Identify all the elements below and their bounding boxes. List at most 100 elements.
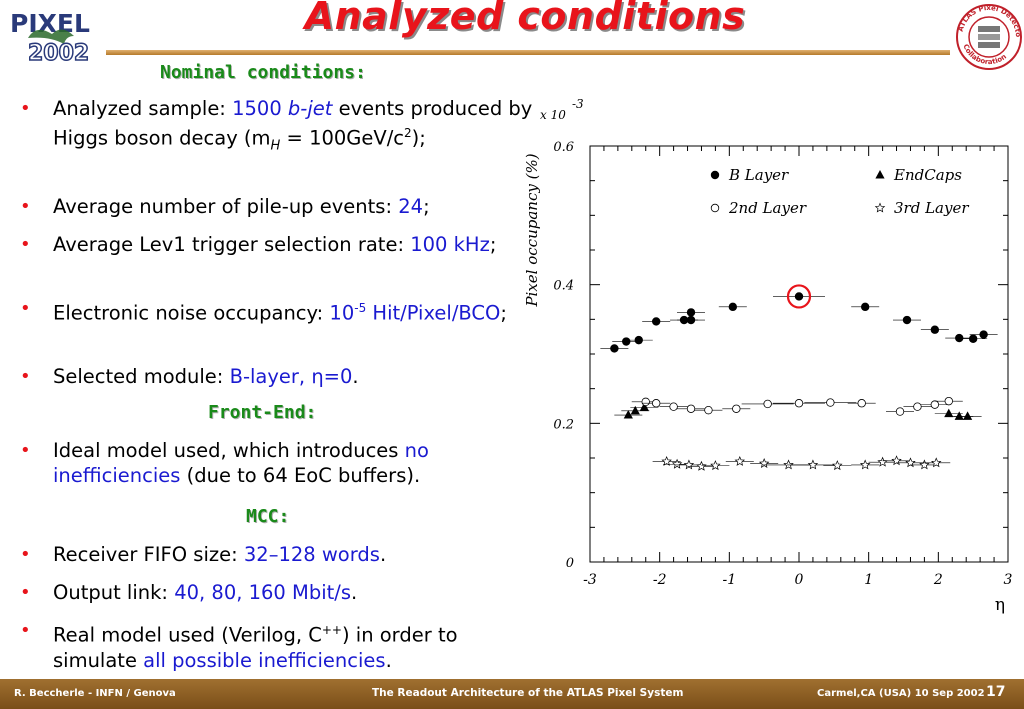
bullet-4-text-part-1: B-layer, xyxy=(229,365,312,388)
bullet-8-text-part-0: Real model used (Verilog, C xyxy=(53,623,322,647)
point-0-1 xyxy=(622,337,631,346)
bullet-2-text-part-0: Average Lev1 trigger selection rate: xyxy=(53,233,411,256)
point-0-12 xyxy=(968,334,978,343)
point-2-7 xyxy=(794,399,804,408)
point-1-4 xyxy=(954,411,964,420)
point-3-7 xyxy=(783,459,794,470)
point-1-1 xyxy=(630,405,640,415)
point-3-14 xyxy=(919,459,930,470)
legend-label-0: B Layer xyxy=(728,166,789,184)
point-3-10 xyxy=(859,459,871,470)
point-3-0 xyxy=(661,455,672,466)
point-0-6 xyxy=(728,302,738,312)
bullet-8-text-part-2: ) in order to simulate xyxy=(53,623,458,672)
bullet-6-text-part-2: . xyxy=(379,543,387,566)
highlight-ring xyxy=(786,284,812,309)
bullet-1-text-part-0: Average number of pile-up events: xyxy=(53,195,399,218)
bullet-7-text-part-0: Output link: xyxy=(53,581,175,604)
bullet-6-text-part-0: Receiver FIFO size: xyxy=(53,543,244,566)
y-axis-label: Pixel occupancy (%) xyxy=(523,153,541,307)
bullet-0-text-part-4: H xyxy=(270,138,281,154)
x-tick-label-5: 2 xyxy=(933,572,943,588)
bullet-real-model: • Real model used (Verilog, C++) in order… xyxy=(20,620,458,672)
bullet-7-text-part-1: 40, 80, 160 Mbit/s xyxy=(174,581,352,604)
point-2-8 xyxy=(826,398,835,407)
bullet-output-link: • Output link: 40, 80, 160 Mbit/s. xyxy=(20,581,358,604)
point-0-11 xyxy=(955,333,964,343)
point-3-13 xyxy=(905,457,916,468)
point-3-4 xyxy=(710,460,721,471)
bullet-0-text-part-7: ); xyxy=(411,126,426,150)
point-3-1 xyxy=(671,458,683,469)
point-1-0 xyxy=(623,410,633,419)
point-2-2 xyxy=(669,402,678,411)
occupancy-chart: B Layer EndCaps 2nd Layer 3rd Layer -3 -2 -1 0… xyxy=(510,92,1024,622)
atlas-pixel-collaboration-logo: ATLAS Pixel Detector Collaboration xyxy=(952,0,1024,72)
legend-marker-2 xyxy=(710,203,720,213)
point-3-5 xyxy=(734,455,746,466)
bullet-6-text-part-1: 32–128 words xyxy=(243,543,380,566)
y-tick-label-3: 0.6 xyxy=(553,140,574,155)
point-2-3 xyxy=(686,404,696,413)
y-multiplier-label: x 10 xyxy=(540,108,566,122)
bullet-3-text-part-3: Hit/Pixel/BCO xyxy=(366,301,501,325)
bullet-selected-module: • Selected module: B-layer, η=0. xyxy=(20,365,359,388)
point-1-5 xyxy=(962,411,973,420)
bullet-0-text-part-6: 2 xyxy=(404,126,412,140)
bullet-noise-occupancy: • Electronic noise occupancy: 10-5 Hit/Pi… xyxy=(20,298,507,325)
point-3-12 xyxy=(891,455,902,466)
footer-author: R. Beccherle - INFN / Genova xyxy=(14,688,176,699)
legend-label-2: 2nd Layer xyxy=(728,199,807,217)
footer-bar xyxy=(0,679,1024,709)
legend-label-3: 3rd Layer xyxy=(894,199,969,217)
bullet-5-text-part-1: no inefficiencies xyxy=(53,439,429,487)
bullet-0-text-part-3: events produced by Higgs boson decay (m xyxy=(53,97,533,150)
bullet-fifo-size: • Receiver FIFO size: 32–128 words. xyxy=(20,543,387,566)
x-tick-label-4: 1 xyxy=(864,572,873,588)
y-multiplier-exponent: -3 xyxy=(572,97,584,111)
bullet-ideal-model: • Ideal model used, which introduces no i… xyxy=(20,439,429,487)
point-1-3 xyxy=(944,408,954,418)
bullet-8-text-part-3: all possible inefficiencies xyxy=(143,648,386,672)
point-3-9 xyxy=(832,460,843,471)
bullet-analyzed-sample: • Analyzed sample: 1500 b-jet events prod… xyxy=(20,97,533,154)
point-0-3 xyxy=(651,317,661,326)
bullet-0-text-part-0: Analyzed sample: xyxy=(53,97,233,120)
bullet-8-text-part-1: ++ xyxy=(321,623,342,637)
point-2-13 xyxy=(944,396,953,406)
bullet-4-text-part-0: Selected module: xyxy=(53,365,230,388)
bullet-8-text-part-4: . xyxy=(385,648,392,672)
bullet-1-text-part-1: 24 xyxy=(398,195,424,218)
point-2-0 xyxy=(641,397,650,407)
x-tick-label-2: -1 xyxy=(723,572,737,588)
point-2-4 xyxy=(704,405,713,415)
bullet-7-text-part-2: . xyxy=(351,581,358,604)
y-tick-label-2: 0.4 xyxy=(553,279,574,294)
footer-venue-date: Carmel,CA (USA) 10 Sep 2002 xyxy=(817,688,985,699)
bullet-5-text-part-0: Ideal model used, which introduces xyxy=(53,439,405,462)
point-3-6 xyxy=(758,458,770,469)
bullet-pileup-events: • Average number of pile-up events: 24; xyxy=(20,195,430,218)
x-axis-label: η xyxy=(995,595,1005,615)
point-2-12 xyxy=(930,400,940,409)
point-3-2 xyxy=(683,459,695,470)
legend-marker-3 xyxy=(874,202,886,213)
bullet-5-text-part-2: (due to 64 EoC buffers). xyxy=(180,464,421,487)
title-divider xyxy=(106,50,950,55)
bullet-2-text-part-2: ; xyxy=(489,233,497,256)
occupancy-chart-svg: B Layer EndCaps 2nd Layer 3rd Layer -3 -2 -1 0… xyxy=(523,97,1013,615)
point-0-10 xyxy=(930,325,940,334)
point-0-4 xyxy=(686,308,696,317)
point-0-9 xyxy=(902,315,912,325)
page-number: 17 xyxy=(986,684,1006,700)
bullet-trigger-rate: • Average Lev1 trigger selection rate: 10… xyxy=(20,233,497,256)
point-0-8 xyxy=(860,302,870,312)
point-0-13 xyxy=(979,330,988,339)
bullet-4-text-part-2: η xyxy=(311,365,324,388)
point-3-8 xyxy=(807,459,819,470)
logo-year-text: 2002 xyxy=(28,41,89,64)
point-0-7 xyxy=(794,292,804,301)
point-0-14 xyxy=(686,315,696,325)
point-2-1 xyxy=(651,399,661,408)
point-2-9 xyxy=(857,399,866,408)
